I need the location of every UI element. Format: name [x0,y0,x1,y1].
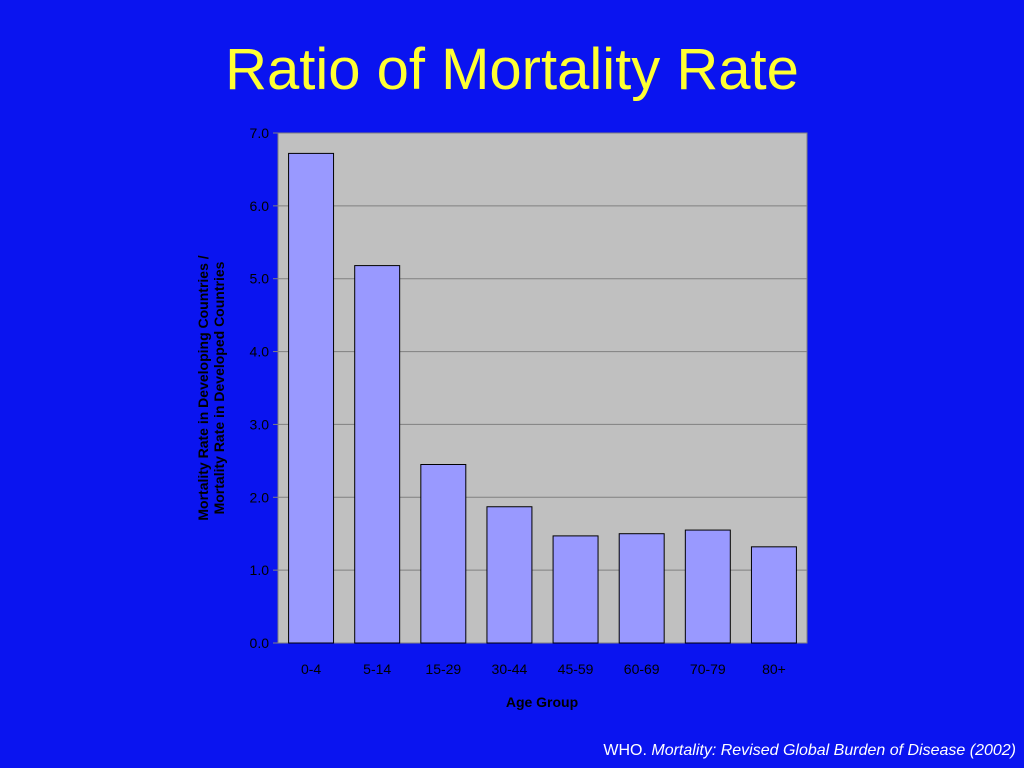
citation-source: WHO. [603,742,647,759]
citation-work: Mortality: Revised Global Burden of Dise… [651,742,1016,759]
x-tick-label: 80+ [762,661,786,677]
bar-5-14 [354,265,401,644]
y-axis-title-line-1: Mortality Rate in Developing Countries / [195,255,211,520]
y-tick-label: 6.0 [250,198,270,214]
bar-30-44 [486,506,533,644]
x-tick-label: 15-29 [425,661,461,677]
slide-title: Ratio of Mortality Rate [225,37,799,102]
bar-15-29 [420,464,467,644]
bar-80+ [750,546,797,644]
x-tick-label: 70-79 [690,661,726,677]
source-citation: WHO. Mortality: Revised Global Burden of… [603,742,1016,760]
bar-45-59 [552,535,599,644]
x-tick-label: 60-69 [624,661,660,677]
bar-70-79 [684,529,731,644]
y-tick-label: 4.0 [250,344,270,360]
x-axis-title: Age Group [506,694,578,710]
y-tick-label: 0.0 [250,635,270,651]
y-tick-label: 7.0 [250,125,270,141]
y-tick-label: 3.0 [250,416,270,432]
x-tick-label: 30-44 [492,661,528,677]
x-tick-label: 0-4 [301,661,321,677]
bar-60-69 [618,533,665,644]
y-tick-label: 2.0 [250,489,270,505]
y-tick-label: 5.0 [250,271,270,287]
x-tick-label: 5-14 [363,661,391,677]
y-axis-title-line-2: Mortality Rate in Developed Countries [211,261,227,514]
bar-0-4 [288,152,335,644]
y-tick-label: 1.0 [250,562,270,578]
x-tick-label: 45-59 [558,661,594,677]
